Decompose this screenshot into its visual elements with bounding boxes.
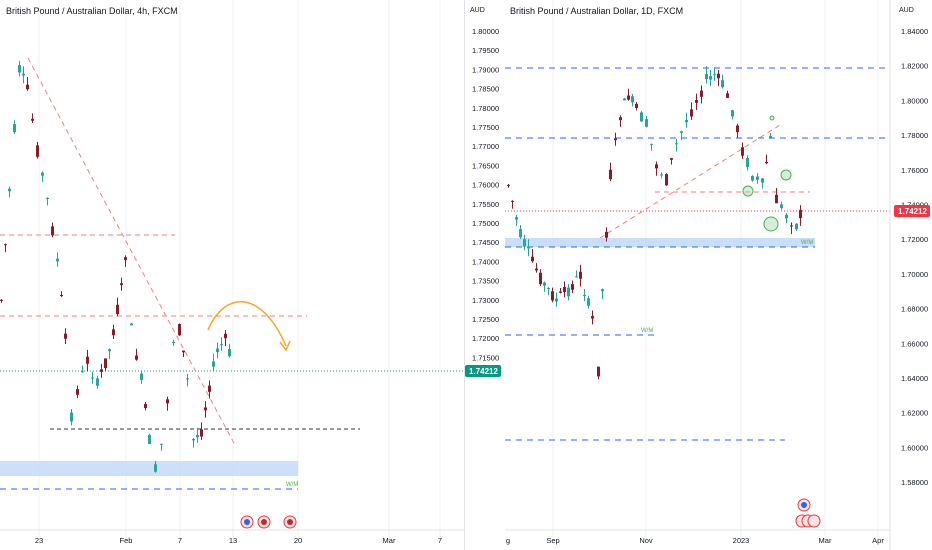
left-axis-unit: AUD (470, 7, 485, 14)
price-tick: 1.68000 (901, 305, 928, 314)
svg-text:1.74212: 1.74212 (898, 207, 927, 216)
left-candlesticks (0, 60, 231, 473)
price-tick: 1.60000 (901, 443, 928, 452)
right-demand-zone (505, 238, 815, 247)
left-chart-canvas[interactable]: W/M 23 Feb 7 13 20 Mar 7 AUD 1.80000 1.79500 1.7… (0, 0, 505, 550)
price-tick: 1.76500 (472, 161, 499, 170)
right-axis-unit: AUD (899, 7, 914, 14)
price-tick: 1.72000 (472, 334, 499, 343)
right-chart-title: British Pound / Australian Dollar, 1D, F… (510, 6, 684, 16)
time-tick: 2023 (733, 536, 750, 545)
price-tick: 1.78500 (472, 85, 499, 94)
time-tick: 7 (178, 536, 182, 545)
left-trendline (27, 57, 236, 446)
price-tick: 1.77500 (472, 123, 499, 132)
right-chart-panel[interactable]: W/M W/M g Sep Nov 2023 Mar Apr AUD 1.84000 1.8… (505, 0, 932, 550)
left-axis-divider (464, 0, 465, 550)
left-demand-zone (0, 461, 298, 476)
price-tick: 1.70000 (901, 270, 928, 279)
time-tick: Feb (120, 536, 133, 545)
time-tick: g (506, 536, 510, 545)
price-tick: 1.76000 (472, 181, 499, 190)
price-tick: 1.79500 (472, 46, 499, 55)
price-tick: 1.73000 (472, 296, 499, 305)
right-chart-canvas[interactable]: W/M W/M g Sep Nov 2023 Mar Apr AUD 1.84000 1.8… (505, 0, 932, 550)
time-tick: 7 (438, 536, 442, 545)
time-tick: Mar (383, 536, 396, 545)
right-current-price-tag: 1.74212 (894, 205, 930, 217)
left-chart-panel[interactable]: W/M 23 Feb 7 13 20 Mar 7 AUD 1.80000 1.79500 1.7… (0, 0, 505, 550)
price-tick: 1.72500 (472, 315, 499, 324)
left-current-price-tag: 1.74212 (465, 365, 501, 377)
pattern-markers (742, 115, 792, 232)
price-tick: 1.84000 (901, 27, 928, 36)
projection-arrow (207, 301, 291, 352)
price-tick: 1.66000 (901, 339, 928, 348)
price-tick: 1.80000 (901, 96, 928, 105)
price-tick: 1.74500 (472, 238, 499, 247)
price-tick: 1.77000 (472, 142, 499, 151)
right-x-axis: g Sep Nov 2023 Mar Apr (506, 536, 884, 545)
time-tick: 13 (229, 536, 237, 545)
price-tick: 1.78000 (901, 131, 928, 140)
price-tick: 1.73500 (472, 277, 499, 286)
price-tick: 1.80000 (472, 27, 499, 36)
time-tick: Mar (819, 536, 832, 545)
price-tick: 1.75500 (472, 200, 499, 209)
price-tick: 1.82000 (901, 62, 928, 71)
price-tick: 1.75000 (472, 219, 499, 228)
time-tick: Sep (546, 536, 559, 545)
price-tick: 1.78000 (472, 104, 499, 113)
price-tick: 1.72000 (901, 235, 928, 244)
svg-text:1.74212: 1.74212 (469, 367, 498, 376)
time-tick: Apr (872, 536, 884, 545)
left-vertical-grid (38, 0, 441, 540)
right-candlesticks (507, 66, 802, 380)
price-tick: 1.62000 (901, 409, 928, 418)
right-vertical-grid (552, 0, 879, 540)
price-tick: 1.71500 (472, 353, 499, 362)
price-tick: 1.74000 (472, 257, 499, 266)
right-zone-label-top: W/M (801, 240, 813, 246)
left-chart-title: British Pound / Australian Dollar, 4h, F… (6, 6, 178, 16)
time-tick: 20 (294, 536, 302, 545)
price-tick: 1.76000 (901, 166, 928, 175)
left-x-axis: 23 Feb 7 13 20 Mar 7 (35, 536, 442, 545)
right-event-icons[interactable] (795, 498, 821, 528)
left-zone-label: W/M (286, 482, 298, 488)
right-price-axis[interactable]: 1.840001.820001.800001.780001.760001.740… (901, 27, 928, 487)
time-tick: 23 (35, 536, 43, 545)
time-tick: Nov (639, 536, 653, 545)
left-event-icons[interactable] (240, 515, 297, 529)
right-zone-label-mid: W/M (641, 328, 653, 334)
price-tick: 1.58000 (901, 478, 928, 487)
right-blue-levels (505, 67, 890, 441)
left-price-axis[interactable]: 1.80000 1.79500 1.79000 1.78500 1.78000 1.775… (472, 27, 499, 362)
price-tick: 1.64000 (901, 374, 928, 383)
price-tick: 1.79000 (472, 65, 499, 74)
